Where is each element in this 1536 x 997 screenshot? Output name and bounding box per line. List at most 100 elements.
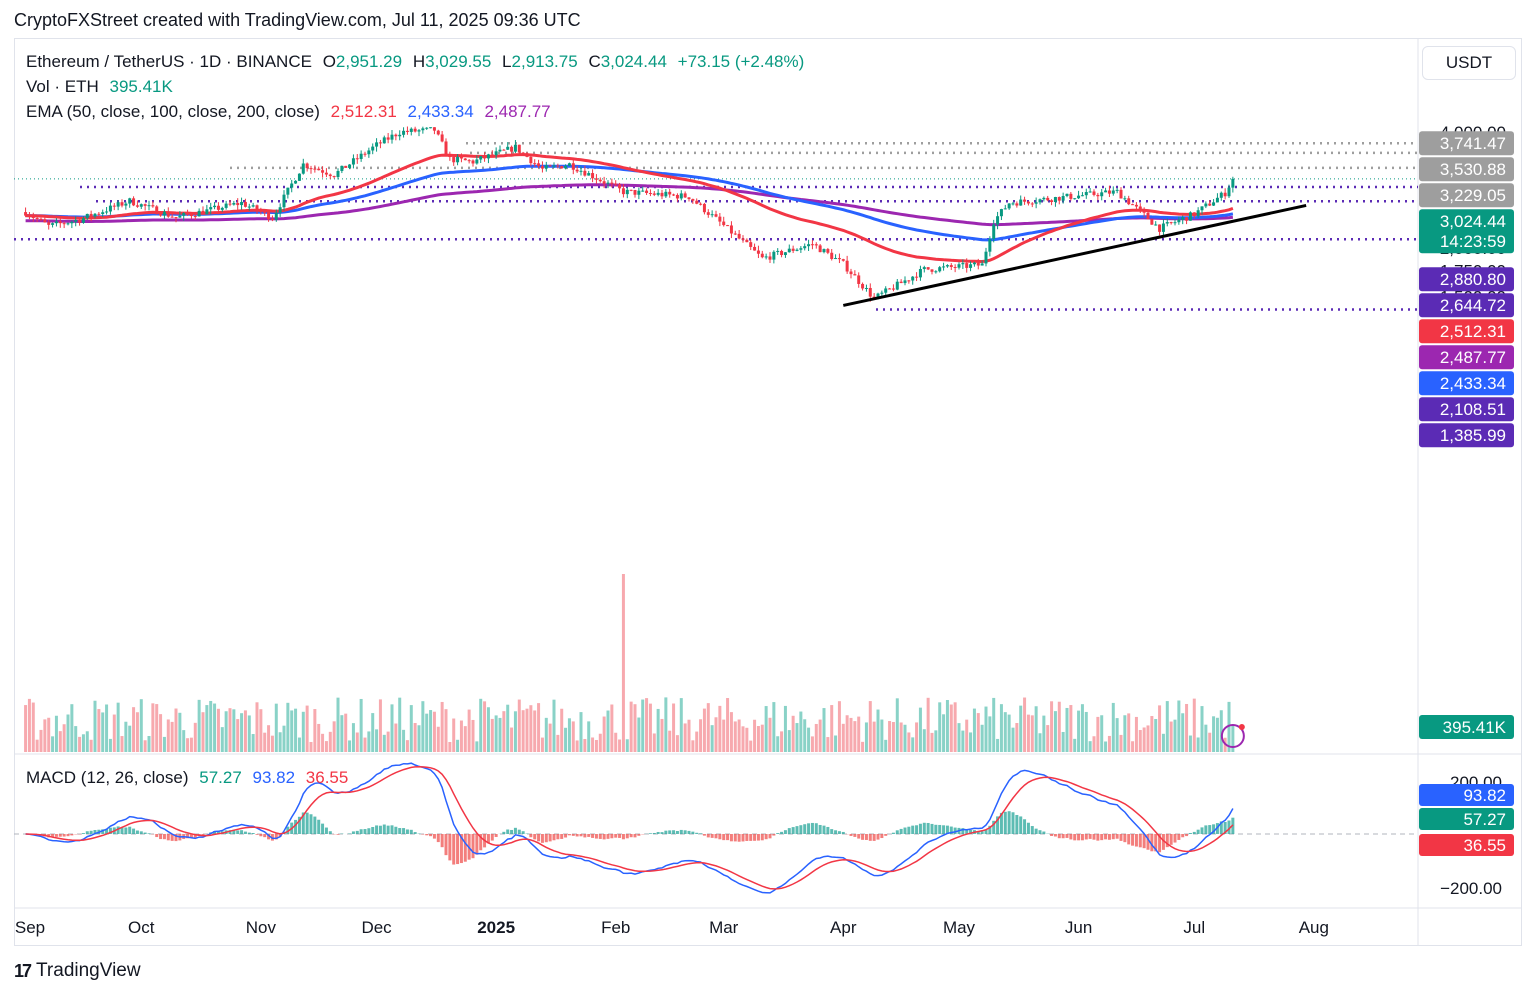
macd-histogram-bar — [255, 834, 259, 835]
ema-label[interactable]: EMA (50, close, 100, close, 200, close) — [26, 102, 320, 121]
candle-body — [645, 190, 649, 194]
volume-bar — [540, 737, 544, 752]
macd-histogram-bar — [965, 829, 969, 834]
price-tag-label: 1,385.99 — [1440, 426, 1506, 445]
volume-bar — [132, 707, 136, 752]
currency-button[interactable]: USDT — [1422, 46, 1516, 80]
volume-bar — [498, 717, 502, 752]
macd-histogram-bar — [702, 834, 706, 836]
candle-body — [1142, 209, 1146, 213]
volume-bar — [58, 731, 62, 752]
candle-body — [1038, 199, 1042, 203]
macd-label[interactable]: MACD (12, 26, close) — [26, 768, 189, 787]
macd-tag-label: 57.27 — [1463, 810, 1506, 829]
candle-body — [251, 205, 255, 207]
macd-histogram-bar — [718, 834, 722, 840]
candle-body — [1092, 191, 1096, 195]
volume-bar — [614, 732, 618, 752]
macd-histogram-bar — [1096, 834, 1100, 841]
volume-bar — [1011, 727, 1015, 752]
candle-body — [621, 188, 625, 195]
macd-histogram-bar — [814, 823, 818, 834]
candle-body — [78, 220, 82, 223]
candle-body — [810, 244, 814, 246]
candle-body — [525, 153, 529, 157]
volume-bar — [459, 720, 463, 752]
volume-bar — [934, 730, 938, 752]
volume-bar — [1192, 698, 1196, 752]
candle-body — [344, 165, 348, 168]
volume-bar — [93, 700, 97, 752]
candle-body — [1107, 190, 1111, 194]
candle-body — [81, 218, 85, 223]
volume-bar — [749, 740, 753, 752]
volume-bar — [525, 708, 529, 752]
candle-body — [101, 212, 105, 215]
candle-body — [66, 223, 70, 225]
macd-histogram-bar — [174, 834, 178, 842]
macd-histogram-bar — [513, 827, 517, 834]
candle-body — [105, 211, 109, 213]
macd-histogram-bar — [907, 826, 911, 834]
volume-bar — [463, 726, 467, 752]
volume-bar — [1080, 704, 1084, 752]
macd-histogram-bar — [772, 834, 776, 836]
macd-histogram-bar — [672, 830, 676, 834]
volume-label[interactable]: Vol · ETH — [26, 77, 99, 96]
symbol-label[interactable]: Ethereum / TetherUS · 1D · BINANCE — [26, 52, 312, 71]
macd-histogram-bar — [606, 834, 610, 839]
volume-bar — [166, 719, 170, 752]
macd-histogram-bar — [128, 826, 132, 834]
price-tag-countdown: 14:23:59 — [1440, 232, 1506, 251]
price-tag-box — [1419, 423, 1514, 448]
macd-histogram-bar — [664, 830, 668, 834]
candle-body — [1053, 197, 1057, 203]
macd-histogram-bar — [139, 831, 143, 834]
volume-bar — [1057, 701, 1061, 752]
candle-body — [159, 214, 163, 216]
volume-bar — [641, 699, 645, 752]
candle-body — [930, 269, 934, 272]
volume-bar — [957, 723, 961, 752]
candle-body — [756, 250, 760, 254]
macd-histogram-bar — [741, 834, 745, 842]
candle-body — [112, 205, 116, 207]
candle-body — [355, 158, 359, 160]
volume-bar — [776, 736, 780, 752]
candle-body — [274, 212, 278, 220]
ema100-value: 2,433.34 — [407, 102, 474, 121]
volume-bar — [656, 708, 660, 752]
volume-bar — [1092, 736, 1096, 752]
candle-body — [907, 280, 911, 282]
macd-histogram-bar — [564, 834, 568, 838]
macd-histogram-bar — [945, 825, 949, 834]
close-value: 3,024.44 — [600, 52, 667, 71]
volume-bar — [301, 711, 305, 752]
candle-body — [178, 215, 182, 218]
macd-histogram-bar — [367, 828, 371, 834]
macd-histogram-bar — [961, 828, 965, 834]
macd-histogram-bar — [301, 812, 305, 834]
macd-histogram-bar — [444, 834, 448, 856]
low-label: L — [502, 52, 512, 71]
macd-histogram-bar — [984, 829, 988, 834]
candle-body — [537, 163, 541, 167]
volume-bar — [1185, 703, 1189, 752]
tradingview-logo[interactable]: 17 TradingView — [14, 960, 141, 982]
macd-histogram-bar — [251, 833, 255, 834]
volume-bar — [66, 714, 70, 752]
macd-histogram-bar — [722, 834, 726, 841]
macd-histogram-bar — [687, 830, 691, 834]
macd-histogram-bar — [510, 829, 514, 834]
volume-bar — [980, 724, 984, 752]
macd-histogram-bar — [660, 832, 664, 834]
macd-histogram-bar — [976, 830, 980, 834]
volume-bar — [521, 710, 525, 752]
macd-histogram-bar — [305, 812, 309, 834]
volume-bar — [660, 718, 664, 752]
volume-bar — [1200, 706, 1204, 752]
volume-bar — [996, 738, 1000, 752]
volume-bar — [486, 707, 490, 752]
macd-histogram-bar — [891, 832, 895, 834]
